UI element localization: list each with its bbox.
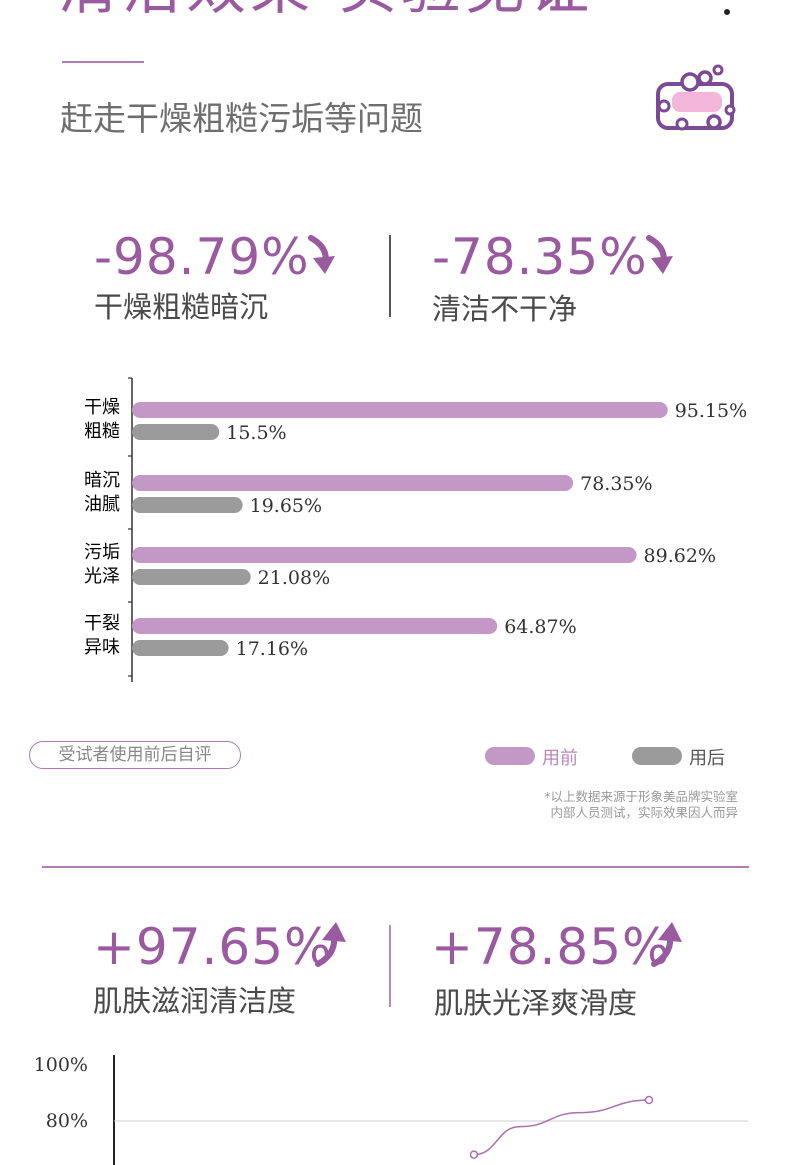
stat-dryness-label: 干燥粗糙暗沉 — [94, 290, 269, 324]
line-point — [644, 1095, 654, 1105]
category-label: 暗沉 — [84, 470, 120, 491]
footnote-line: 内部人员测试，实际效果因人而异 — [550, 805, 738, 820]
category-label: 干裂 — [84, 613, 120, 634]
arrow-down-icon — [308, 235, 335, 274]
stat-smoothness-label: 肌肤光泽爽滑度 — [434, 986, 638, 1020]
bar-value-label: 78.35% — [580, 473, 652, 495]
bar-chart: 干燥粗糙 95.15% 15.5% 暗沉油腻 78.35% 19.65% 污垢光泽 89.62… — [0, 370, 790, 690]
legend-label-before: 用前 — [542, 748, 578, 769]
bar-value-label: 64.87% — [504, 616, 576, 638]
line-point — [469, 1150, 479, 1159]
decorative-dot — [724, 9, 730, 15]
stat-moisture-value: +97.65% — [93, 918, 333, 976]
y-tick-label: 80% — [46, 1110, 88, 1132]
stat-dryness-value: -98.79% — [94, 228, 310, 286]
line-chart-svg: 100% 80% — [34, 1054, 748, 1165]
bar-value-label: 19.65% — [250, 495, 322, 517]
category-label: 粗糙 — [84, 421, 120, 442]
category-label: 污垢 — [84, 542, 120, 563]
bar-value-label: 21.08% — [258, 567, 330, 589]
stat-cleanliness-value: -78.35% — [432, 228, 648, 286]
footnote-line: *以上数据来源于形象美品牌实验室 — [544, 789, 738, 804]
category-label: 油腻 — [84, 494, 120, 515]
section-divider — [42, 866, 749, 868]
bar-before — [132, 475, 574, 491]
bar-after — [132, 424, 220, 440]
category-label: 光泽 — [84, 566, 120, 587]
page-subtitle: 赶走干燥粗糙污垢等问题 — [60, 99, 423, 138]
category-label: 干燥 — [84, 397, 120, 418]
bar-value-label: 17.16% — [236, 638, 308, 660]
bar-value-label: 89.62% — [644, 545, 716, 567]
data-source-footnote: *以上数据来源于形象美品牌实验室 内部人员测试，实际效果因人而异 — [544, 789, 738, 821]
bar-after — [132, 497, 243, 513]
bar-before — [132, 547, 637, 563]
line-chart: 100% 80% — [0, 1045, 790, 1165]
stat-divider — [389, 925, 391, 1007]
page-headline: 清洁效果 实验见证 — [58, 0, 593, 18]
bar-after — [132, 640, 229, 656]
stat-smoothness-value: +78.85% — [431, 918, 671, 976]
bar-after — [132, 569, 251, 585]
y-tick-label: 100% — [34, 1054, 88, 1076]
arrow-up-icon — [651, 922, 682, 967]
self-evaluation-note: 受试者使用前后自评 — [29, 741, 241, 769]
bar-before — [132, 402, 668, 418]
bar-value-label: 15.5% — [226, 422, 286, 444]
stat-moisture-label: 肌肤滋润清洁度 — [93, 984, 297, 1018]
bar-value-label: 95.15% — [675, 400, 747, 422]
stat-divider — [389, 235, 391, 317]
line-series — [473, 1099, 650, 1156]
soap-bubbles-icon — [650, 60, 740, 138]
headline-underline — [62, 61, 144, 63]
stat-cleanliness-label: 清洁不干净 — [432, 292, 578, 326]
arrow-up-icon — [315, 922, 346, 967]
bar-before — [132, 618, 498, 634]
legend-label-after: 用后 — [689, 748, 725, 769]
legend-swatch-before — [485, 747, 535, 765]
arrow-down-icon — [646, 235, 673, 274]
legend-swatch-after — [632, 747, 682, 765]
category-label: 异味 — [84, 637, 120, 658]
